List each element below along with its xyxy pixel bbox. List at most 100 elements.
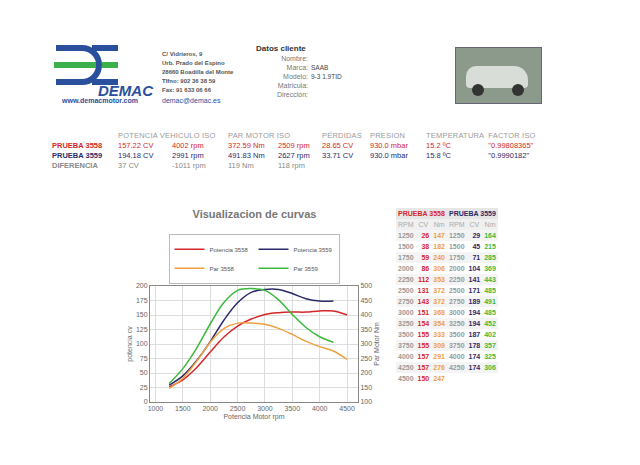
svg-text:100: 100	[360, 398, 372, 405]
svg-text:100: 100	[136, 340, 148, 347]
html-text:1750: 1750	[449, 254, 465, 261]
svg-text:0: 0	[144, 398, 148, 405]
html-text:1250: 1250	[398, 232, 414, 239]
svg-text:4500: 4500	[339, 405, 355, 412]
html-text:157.22 CV: 157.22 CV	[118, 141, 154, 150]
svg-text:3500: 3500	[285, 405, 301, 412]
svg-text:75: 75	[140, 355, 148, 362]
html-text:CV: CV	[469, 221, 480, 228]
html-text:118 rpm: 118 rpm	[278, 161, 305, 170]
html-text:491.83 Nm: 491.83 Nm	[228, 151, 265, 160]
html-text:164: 164	[484, 232, 496, 239]
html-text:71: 71	[472, 254, 481, 261]
html-text:26: 26	[421, 232, 430, 239]
svg-text:2000: 2000	[202, 405, 218, 412]
html-text:2509 rpm: 2509 rpm	[278, 141, 310, 150]
html-text:182: 182	[433, 243, 445, 250]
html-text:1500: 1500	[449, 243, 465, 250]
svg-text:2500: 2500	[230, 405, 246, 412]
html-text:194.18 CV: 194.18 CV	[118, 151, 154, 160]
html-text:PÉRDIDAS: PÉRDIDAS	[322, 131, 362, 140]
html-text:PRUEBA 3559: PRUEBA 3559	[449, 210, 496, 217]
html-text:285: 285	[484, 254, 496, 261]
html-text:15.2 ºC: 15.2 ºC	[426, 141, 451, 150]
html-text:Dirección:: Dirección:	[276, 91, 308, 98]
svg-text:200: 200	[360, 369, 372, 376]
svg-text:Potencia 3559: Potencia 3559	[294, 247, 333, 253]
svg-text:200: 200	[136, 282, 148, 289]
html-text:Nombre:: Nombre:	[281, 55, 308, 62]
html-text:2000: 2000	[398, 265, 414, 272]
svg-text:Par 3558: Par 3558	[210, 266, 235, 272]
html-text:1500: 1500	[398, 243, 414, 250]
svg-text:Par Motor Nm: Par Motor Nm	[373, 322, 380, 366]
html-text:Matricula:: Matricula:	[277, 82, 308, 89]
html-text:9-3 1.9TID: 9-3 1.9TID	[311, 73, 342, 80]
html-text:DEMAC: DEMAC	[98, 82, 153, 99]
html-text:"0.99808365": "0.99808365"	[488, 141, 534, 150]
html-text:PAR MOTOR ISO: PAR MOTOR ISO	[228, 131, 291, 140]
html-text:930.0 mbar: 930.0 mbar	[370, 141, 408, 150]
html-text:2627 rpm: 2627 rpm	[278, 151, 310, 160]
html-text:CV: CV	[418, 221, 429, 228]
html-text:Nm: Nm	[484, 221, 496, 228]
html-text:147: 147	[433, 232, 445, 239]
svg-text:450: 450	[360, 297, 372, 304]
html-text:Modelo:: Modelo:	[283, 73, 308, 80]
svg-text:25: 25	[140, 384, 148, 391]
svg-text:500: 500	[360, 282, 372, 289]
html-text:45: 45	[472, 243, 481, 250]
html-text:DIFERENCIA: DIFERENCIA	[52, 161, 98, 170]
svg-text:350: 350	[360, 326, 372, 333]
html-text:240: 240	[433, 254, 445, 261]
svg-text:3000: 3000	[257, 405, 273, 412]
svg-text:150: 150	[136, 311, 148, 318]
html-text:TEMPERATURA FACTOR ISO: TEMPERATURA FACTOR ISO	[426, 131, 536, 140]
html-text:37 CV: 37 CV	[118, 161, 139, 170]
svg-text:Potencia Motor rpm: Potencia Motor rpm	[223, 413, 284, 421]
svg-text:175: 175	[136, 297, 148, 304]
html-text:28.65 CV: 28.65 CV	[322, 141, 354, 150]
html-text:15.8 ºC: 15.8 ºC	[426, 151, 451, 160]
html-text:4002 rpm: 4002 rpm	[172, 141, 204, 150]
html-text:PRUEBA 3558: PRUEBA 3558	[52, 141, 103, 150]
html-text:Nm: Nm	[433, 221, 445, 228]
html-text:372.59 Nm: 372.59 Nm	[228, 141, 265, 150]
html-text:Marca:: Marca:	[286, 64, 308, 71]
html-text:930.0 mbar: 930.0 mbar	[370, 151, 408, 160]
svg-text:potencia cv: potencia cv	[126, 326, 134, 362]
html-text:119 Nm: 119 Nm	[228, 161, 254, 170]
html-text:RPM: RPM	[398, 221, 414, 228]
html-text:demac@demac.es: demac@demac.es	[162, 97, 221, 104]
html-text:38: 38	[421, 243, 430, 250]
html-text:1750: 1750	[398, 254, 414, 261]
svg-text:400: 400	[360, 311, 372, 318]
svg-text:4000: 4000	[312, 405, 328, 412]
html-text:59: 59	[421, 254, 430, 261]
html-text:33.71 CV: 33.71 CV	[322, 151, 354, 160]
svg-text:1000: 1000	[148, 405, 164, 412]
svg-text:150: 150	[360, 384, 372, 391]
html-text:PRUEBA 3558: PRUEBA 3558	[398, 210, 445, 217]
svg-text:250: 250	[360, 355, 372, 362]
svg-text:1500: 1500	[175, 405, 191, 412]
html-text:-1011 rpm: -1011 rpm	[172, 161, 206, 170]
html-text:215: 215	[484, 243, 496, 250]
html-text:1250: 1250	[449, 232, 465, 239]
svg-text:Potencia 3558: Potencia 3558	[210, 247, 249, 253]
svg-text:Par 3559: Par 3559	[294, 266, 319, 272]
html-text:"0.9990182": "0.9990182"	[488, 151, 530, 160]
html-text:www.demacmotor.com: www.demacmotor.com	[62, 97, 138, 104]
html-text:29: 29	[472, 232, 481, 239]
html-text:RPM: RPM	[449, 221, 465, 228]
html-text:SAAB: SAAB	[311, 64, 329, 71]
svg-text:125: 125	[136, 326, 148, 333]
html-text:POTENCIA VEHICULO ISO: POTENCIA VEHICULO ISO	[118, 131, 216, 140]
html-text:2991 rpm: 2991 rpm	[172, 151, 204, 160]
html-text:PRESION: PRESION	[370, 131, 406, 140]
svg-text:50: 50	[140, 369, 148, 376]
svg-text:300: 300	[360, 340, 372, 347]
html-text:PRUEBA 3559: PRUEBA 3559	[52, 151, 103, 160]
html-text:Visualizacion de curvas: Visualizacion de curvas	[192, 208, 317, 220]
html-text:Datos cliente: Datos cliente	[256, 44, 306, 53]
